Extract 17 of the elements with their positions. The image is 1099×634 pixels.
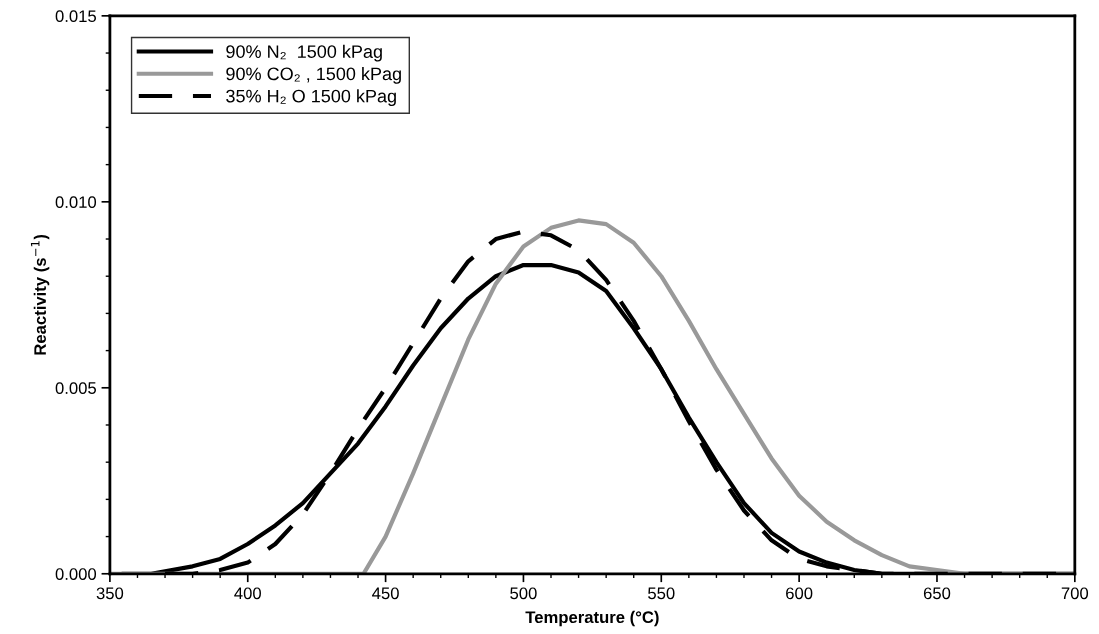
x-tick-label: 400 xyxy=(234,587,261,600)
y-tick-label: 0.000 xyxy=(55,568,97,580)
y-tick-label: 0.010 xyxy=(55,196,97,209)
x-tick-label: 500 xyxy=(510,587,537,600)
x-tick-label: 650 xyxy=(923,587,951,600)
x-axis-title: Temperature (°C) xyxy=(525,610,659,627)
x-tick-label: 700 xyxy=(1061,587,1089,600)
y-tick-label: 0.015 xyxy=(55,10,97,23)
legend-label: 90% CO₂ , 1500 kPag xyxy=(226,66,401,84)
x-tick-label: 450 xyxy=(372,587,399,600)
x-tick-label: 350 xyxy=(96,587,124,600)
legend-label: 35% H₂ O 1500 kPag xyxy=(226,89,396,107)
y-tick-label: 0.005 xyxy=(55,382,97,394)
y-axis-title: Reactivity (s$^{−1}$) xyxy=(30,234,50,355)
x-tick-label: 600 xyxy=(786,587,813,600)
legend-label: 90% N₂ 1500 kPag xyxy=(226,44,382,62)
x-tick-label: 550 xyxy=(648,587,675,600)
